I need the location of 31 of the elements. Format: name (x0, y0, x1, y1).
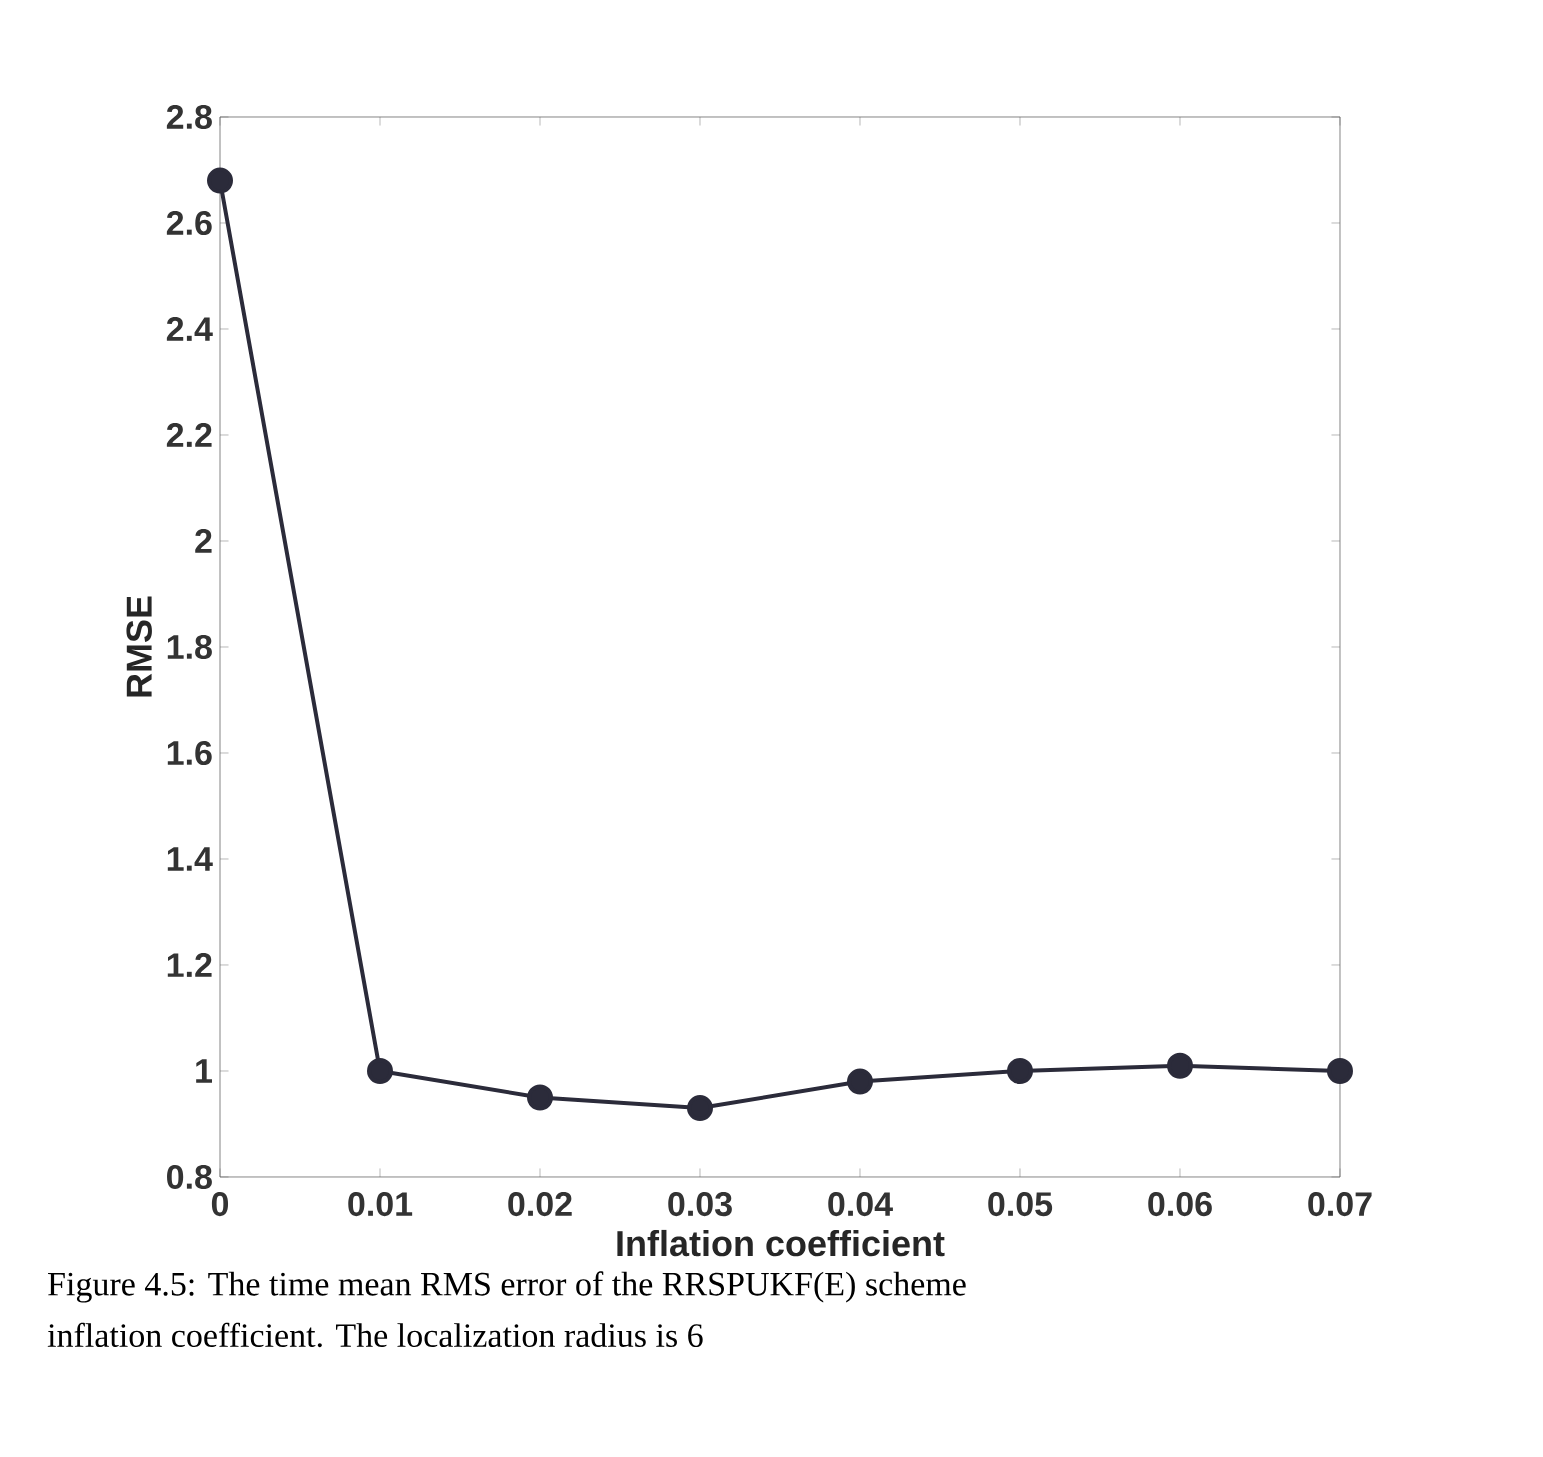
x-tick-label: 0.01 (348, 1192, 413, 1217)
point (367, 1057, 393, 1084)
y-tick-label: 1.4 (167, 847, 213, 871)
x-axis-title: Inflation coefficient (617, 1229, 945, 1257)
text: inflation coefficient. The localization radius is 6 (47, 1322, 703, 1348)
point (847, 1068, 873, 1095)
y-tick-label: 2.8 (166, 104, 212, 130)
y-tick-label: 1.6 (167, 740, 212, 766)
x-tick-label: 0.06 (1148, 1192, 1212, 1217)
x-tick-label: 0.05 (988, 1192, 1053, 1217)
x-tick-label: 0.02 (508, 1192, 572, 1217)
y-tick-label: 2.4 (166, 317, 213, 341)
point (1326, 1057, 1353, 1084)
point (687, 1095, 713, 1122)
y-tick-label: 1.2 (167, 953, 212, 977)
caption: Figure 4.5: The time mean RMS error of the RRSPUKF(E) scheme (48, 1271, 966, 1303)
y-tick-label: 2.6 (166, 210, 212, 236)
point (1006, 1057, 1033, 1084)
y-tick-label: 1 (196, 1059, 213, 1083)
point (207, 167, 234, 194)
x-tick-label: 0.04 (828, 1192, 893, 1217)
point (1166, 1052, 1193, 1079)
y-tick-label: 1.8 (167, 634, 212, 660)
y-tick-label: 2.2 (166, 423, 212, 447)
y-tick-label: 0.8 (167, 1164, 212, 1190)
point (527, 1084, 553, 1111)
y-tick-label: 2 (195, 529, 212, 553)
x-tick-label: 0.03 (668, 1192, 732, 1217)
x-tick-label: 0.07 (1308, 1192, 1372, 1217)
y-axis-title: RMSE (126, 596, 152, 697)
x-tick-label: 0 (211, 1192, 229, 1217)
